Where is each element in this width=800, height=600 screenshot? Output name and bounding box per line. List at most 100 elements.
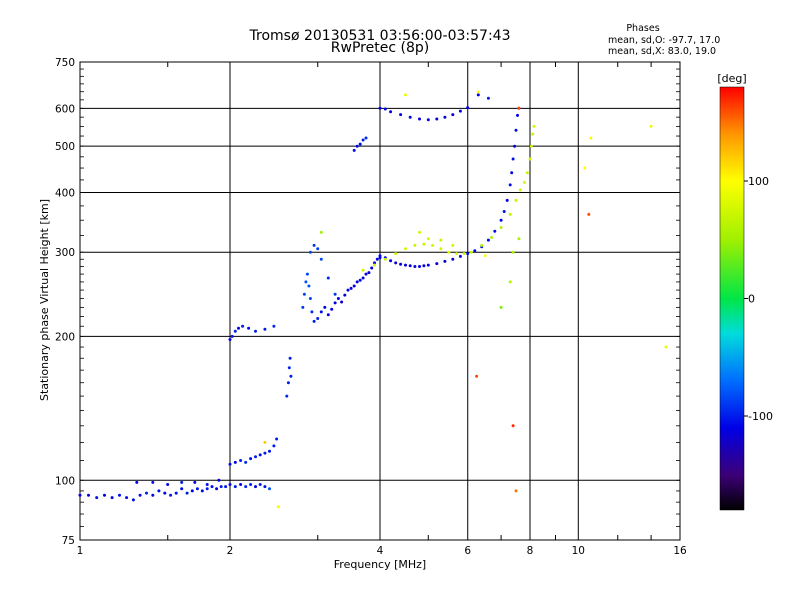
echo-point xyxy=(326,313,330,317)
colorbar-tick-label: -100 xyxy=(748,410,773,423)
echo-point xyxy=(486,238,490,242)
echo-point xyxy=(135,480,139,484)
echo-point xyxy=(166,483,170,486)
echo-point xyxy=(302,292,306,296)
echo-point xyxy=(443,115,447,119)
echo-point xyxy=(469,250,473,254)
echo-point xyxy=(151,480,155,484)
echo-point xyxy=(451,243,455,247)
echo-point xyxy=(399,262,403,266)
echo-point xyxy=(508,280,512,284)
echo-point xyxy=(426,118,430,122)
echo-point xyxy=(349,286,353,290)
echo-point xyxy=(333,301,337,305)
echo-point xyxy=(233,460,237,464)
echo-point xyxy=(286,381,290,385)
echo-point xyxy=(312,243,316,247)
echo-point xyxy=(431,243,435,247)
echo-point xyxy=(110,496,114,500)
x-axis-label: Frequency [MHz] xyxy=(334,558,426,571)
echo-point xyxy=(249,457,253,461)
echo-point xyxy=(205,483,209,486)
stats-heading: Phases xyxy=(626,23,659,34)
echo-point xyxy=(510,171,514,175)
echo-point xyxy=(486,96,490,100)
echo-point xyxy=(355,144,359,148)
echo-point xyxy=(316,317,320,320)
echo-point xyxy=(268,449,271,453)
echo-point xyxy=(336,297,340,300)
echo-point xyxy=(373,263,376,267)
colorbar-ticks: 100 0 -100 xyxy=(744,175,773,423)
echo-point xyxy=(447,250,451,254)
echo-point xyxy=(528,157,532,161)
echo-point xyxy=(511,424,515,428)
echo-point xyxy=(195,487,199,491)
echo-point xyxy=(378,256,382,260)
echo-point xyxy=(272,324,276,328)
echo-point xyxy=(364,272,368,276)
echo-point xyxy=(200,489,204,493)
echo-point xyxy=(413,265,417,268)
echo-point xyxy=(418,117,421,121)
echo-point xyxy=(352,148,356,152)
echo-point xyxy=(228,483,232,486)
echo-point xyxy=(404,93,407,97)
echo-point xyxy=(475,374,479,378)
x-tick-label: 6 xyxy=(464,545,471,557)
echo-point xyxy=(514,198,518,202)
x-tick-label: 16 xyxy=(673,545,687,557)
echo-point xyxy=(531,132,535,136)
echo-point xyxy=(435,262,439,266)
colorbar-tick-label: 100 xyxy=(748,175,769,188)
echo-point xyxy=(516,113,519,117)
echo-point xyxy=(529,144,533,148)
echo-point xyxy=(462,252,466,256)
echo-point xyxy=(219,485,223,489)
echo-point xyxy=(523,180,526,184)
echo-point xyxy=(466,252,470,256)
echo-point xyxy=(373,261,376,265)
echo-point xyxy=(312,319,316,323)
echo-point xyxy=(511,157,515,161)
echo-point xyxy=(458,109,462,113)
echo-point xyxy=(233,485,237,489)
echo-point xyxy=(389,259,393,263)
echo-point xyxy=(583,166,587,170)
echo-point xyxy=(289,374,293,378)
echo-point xyxy=(233,329,237,333)
echo-point xyxy=(157,489,161,493)
echo-point xyxy=(364,136,368,140)
echo-point xyxy=(340,300,344,304)
echo-points xyxy=(78,90,668,509)
echo-point xyxy=(476,93,480,97)
echo-point xyxy=(455,252,459,256)
colorbar xyxy=(719,86,745,511)
echo-point xyxy=(480,243,484,247)
echo-point xyxy=(308,250,312,254)
echo-point xyxy=(451,257,455,261)
colorbar-tick-label: 0 xyxy=(748,293,755,306)
echo-point xyxy=(287,366,291,370)
echo-point xyxy=(319,230,323,234)
echo-point xyxy=(244,460,248,464)
x-tick-label: 8 xyxy=(527,545,534,557)
echo-point xyxy=(394,261,398,265)
echo-point xyxy=(78,493,82,497)
echo-point xyxy=(174,491,178,495)
colorbar-label: [deg] xyxy=(717,72,746,85)
echo-point xyxy=(408,264,412,268)
x-tick-label: 4 xyxy=(377,545,384,557)
echo-point xyxy=(87,493,90,497)
echo-point xyxy=(664,345,668,349)
echo-point xyxy=(305,272,309,276)
grid-lines xyxy=(80,62,680,540)
echo-point xyxy=(404,247,407,251)
x-tick-label: 10 xyxy=(572,545,585,557)
echo-point xyxy=(230,334,234,338)
echo-point xyxy=(508,212,512,216)
echo-point xyxy=(307,284,311,288)
echo-point xyxy=(239,483,243,486)
x-axis-ticks: 1 2 4 6 8 10 16 xyxy=(77,62,687,557)
echo-point xyxy=(505,198,509,202)
